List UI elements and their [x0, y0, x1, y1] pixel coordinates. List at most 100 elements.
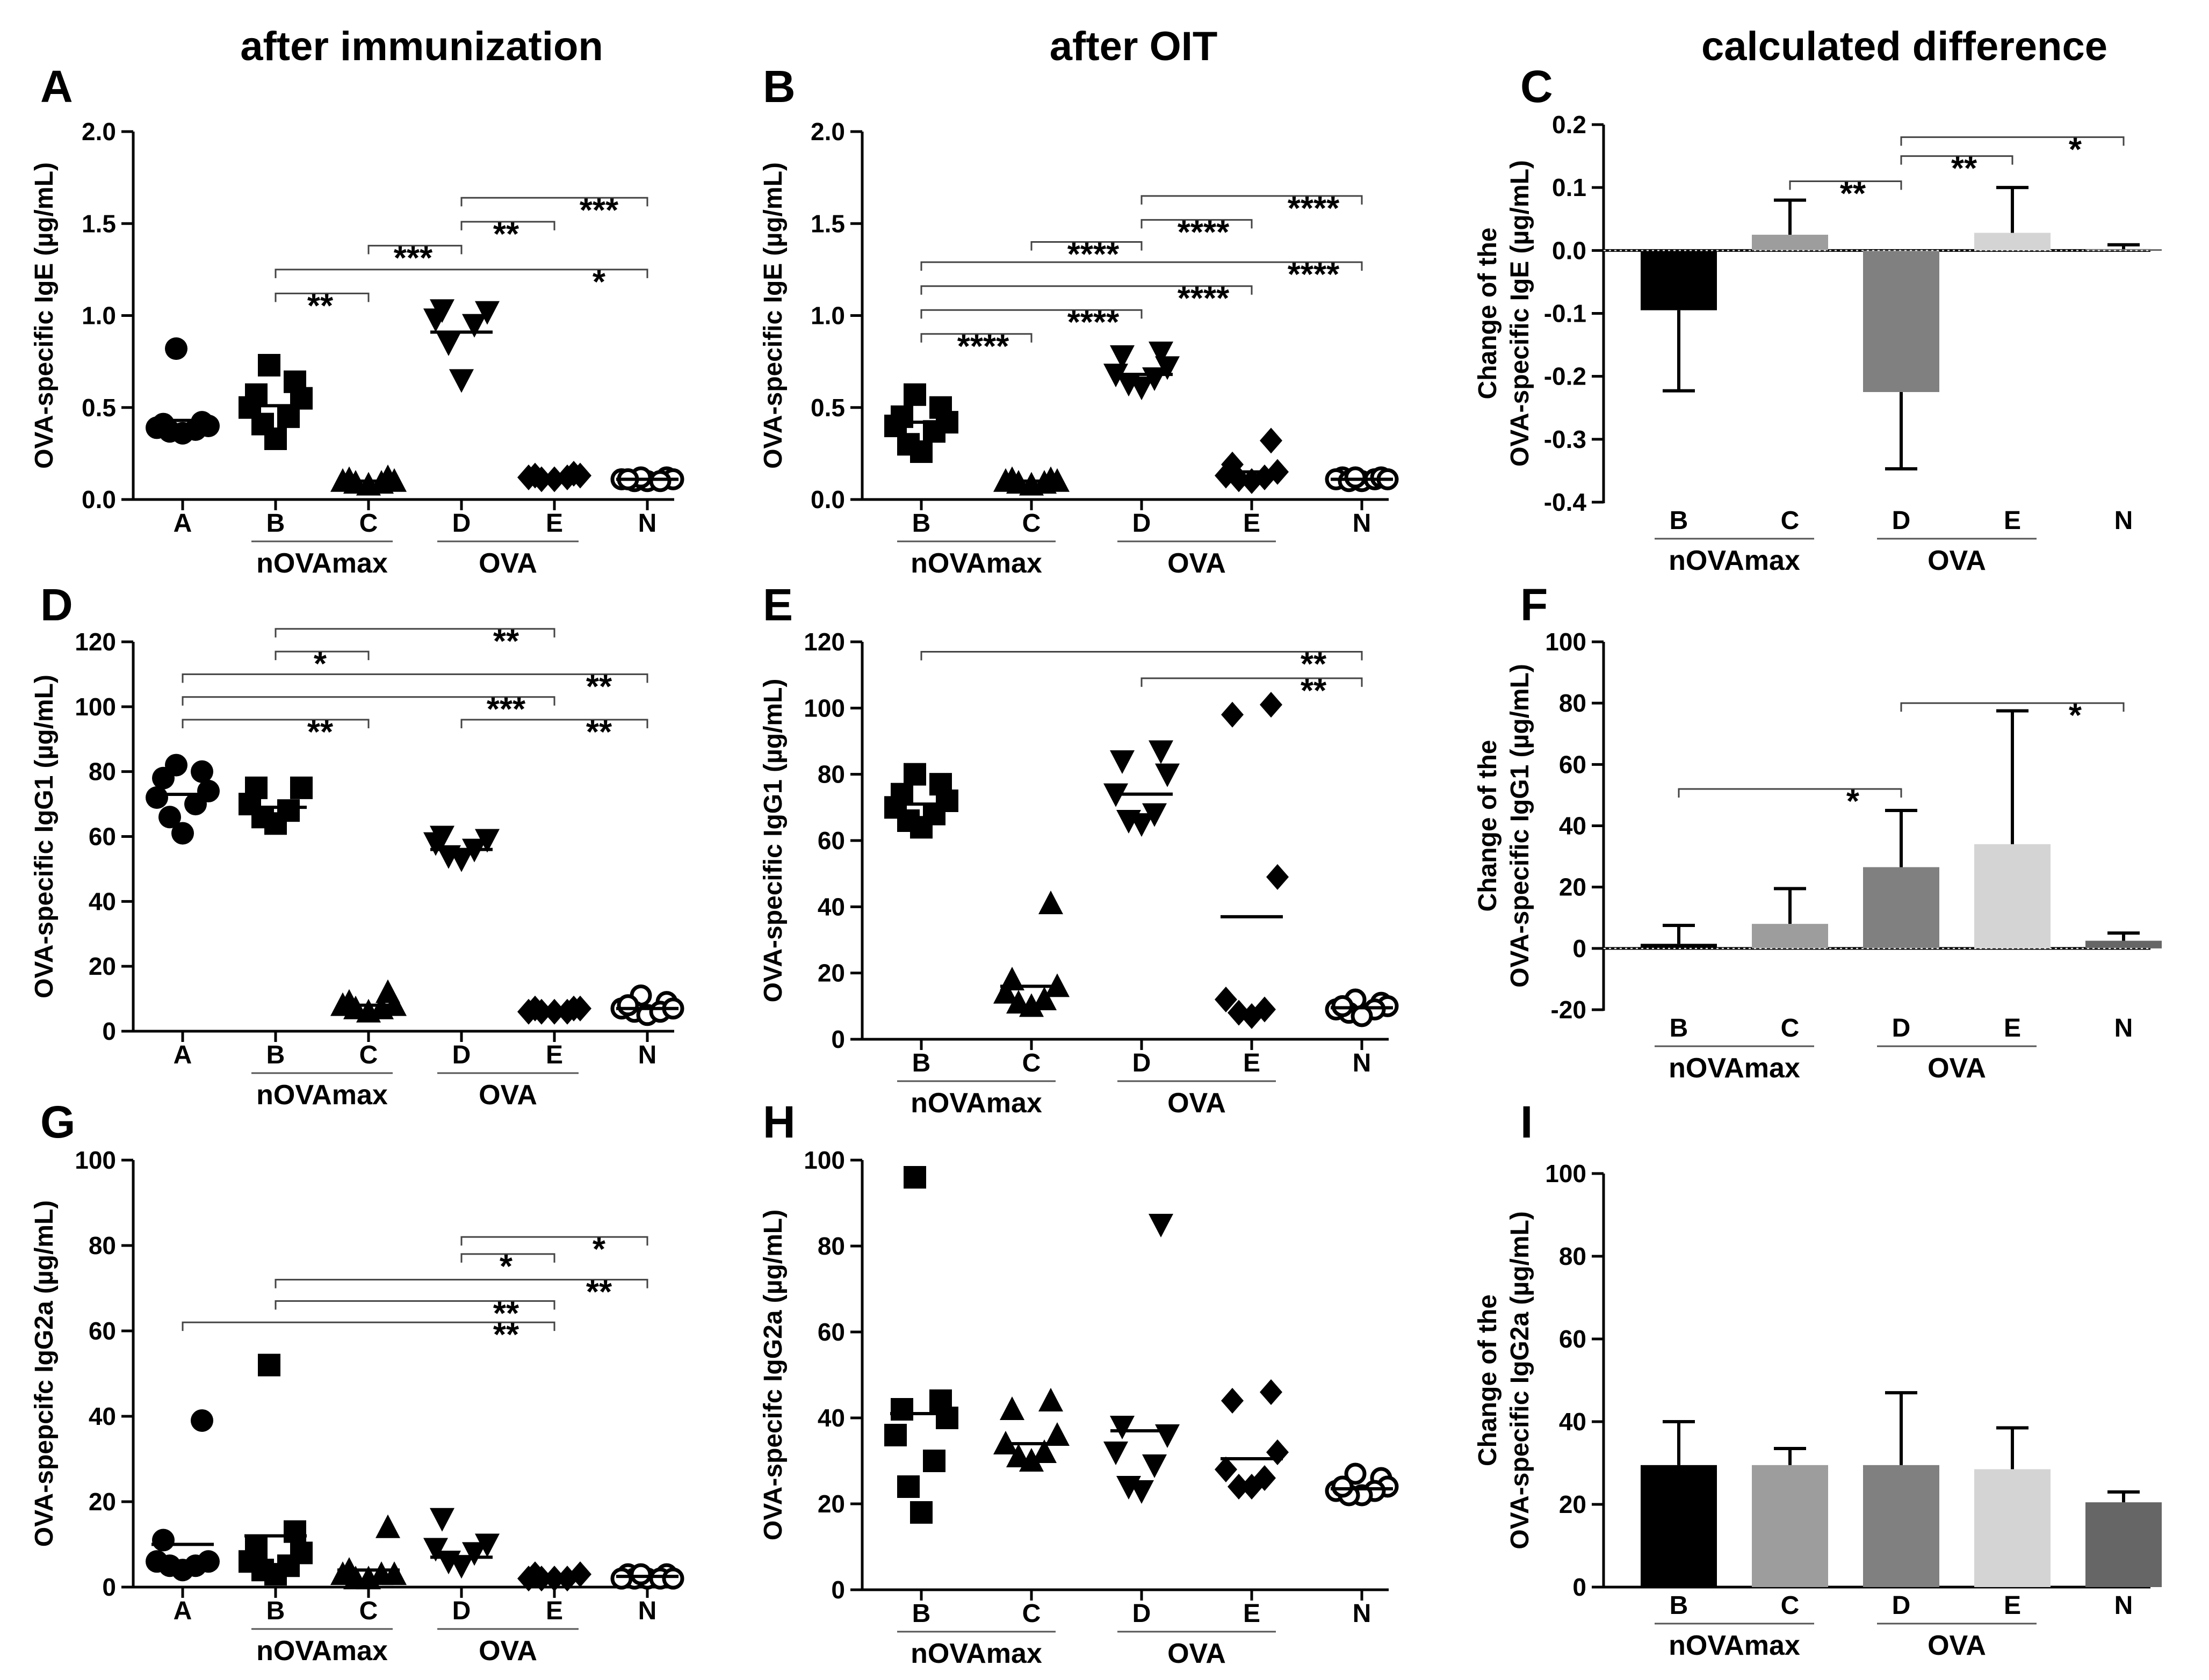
y-tick-label: 0.5	[811, 394, 845, 422]
significance-label: *	[2069, 697, 2082, 734]
x-category-label: D	[452, 1041, 471, 1069]
significance-label: *	[593, 1231, 606, 1268]
data-point	[475, 301, 500, 325]
panel-f: F -20 0 20 40 60 80 100 Change of the OVA-specifi…	[1474, 580, 2162, 1084]
data-point	[562, 461, 585, 487]
significance-label: *	[1846, 783, 1860, 820]
y-tick-label: 0.2	[1552, 111, 1586, 139]
panel-e: E 0 20 40 60 80 100 120 OVA-specific IgG1 (µg/mL…	[759, 580, 1399, 1119]
data-point	[423, 1538, 448, 1562]
y-tick-label: 40	[89, 887, 116, 915]
data-point	[423, 308, 448, 332]
y-tick-label: 100	[1545, 628, 1586, 656]
data-point	[897, 1475, 920, 1498]
x-category-label: N	[2114, 1014, 2133, 1042]
x-category-label: E	[546, 509, 563, 538]
data-point	[1129, 1480, 1154, 1504]
panel-h: H 0 20 40 60 80 100 OVA-specifc IgG2a (µg/mL) B C…	[759, 1097, 1399, 1669]
y-tick-label: -0.2	[1544, 363, 1586, 390]
significance-bracket	[460, 1236, 648, 1246]
y-tick-label: 80	[89, 1232, 116, 1259]
y-tick-label: 20	[89, 1488, 116, 1516]
data-point	[330, 1561, 355, 1585]
data-point	[1129, 376, 1154, 401]
bar	[1752, 1465, 1828, 1587]
significance-bracket	[275, 1300, 555, 1310]
significance-bracket	[1140, 677, 1363, 687]
data-point	[891, 1398, 913, 1421]
column-title-after-oit: after OIT	[1050, 24, 1218, 69]
panel-letter: F	[1520, 580, 1548, 630]
column-title-calculated-difference: calculated difference	[1701, 24, 2107, 69]
data-point	[1240, 1474, 1263, 1500]
x-category-label: A	[174, 509, 192, 538]
data-point	[376, 1514, 400, 1538]
significance-label: ****	[1178, 280, 1230, 317]
y-tick-label: 0.0	[82, 486, 116, 513]
bar	[1863, 250, 1939, 392]
x-category-label: C	[1022, 1049, 1041, 1077]
y-axis-title-line1: Change of the	[1474, 740, 1502, 912]
data-point	[1038, 466, 1063, 490]
data-point	[264, 427, 287, 450]
data-point	[543, 466, 566, 493]
x-category-label: N	[1353, 1049, 1371, 1077]
bar	[1752, 235, 1828, 251]
data-point	[630, 1563, 652, 1585]
data-point	[910, 440, 933, 463]
x-category-label: B	[912, 1599, 931, 1628]
panel-a: A 0.0 0.5 1.0 1.5 2.0 OVA-specific IgE (µg/mL)…	[30, 61, 684, 579]
x-category-label: D	[1892, 1591, 1911, 1620]
significance-label: **	[1301, 646, 1327, 683]
panels: A 0.0 0.5 1.0 1.5 2.0 OVA-specific IgE (µg/mL)…	[30, 61, 2162, 1669]
x-category-label: C	[359, 1597, 378, 1625]
bar	[1863, 867, 1939, 948]
x-category-label: D	[1892, 1014, 1911, 1042]
significance-bracket	[182, 1321, 555, 1331]
y-tick-label: -0.1	[1544, 300, 1586, 328]
x-category-label: B	[266, 509, 285, 538]
group-label: OVA	[1167, 1638, 1226, 1669]
y-tick-label: 60	[818, 827, 845, 855]
significance-label: *	[2069, 131, 2082, 168]
data-point	[1351, 1005, 1373, 1027]
bar	[1974, 1469, 2051, 1587]
significance-bracket	[1900, 155, 2013, 165]
data-point	[158, 806, 181, 829]
significance-label: **	[493, 1295, 519, 1332]
data-point	[923, 420, 945, 443]
data-point	[1155, 763, 1180, 787]
data-point	[1266, 864, 1289, 890]
significance-label: ****	[1288, 256, 1340, 293]
y-axis-title: OVA-specific IgE (µg/mL)	[759, 162, 788, 469]
y-tick-label: 100	[75, 1146, 116, 1174]
significance-bracket	[460, 221, 555, 230]
data-point	[1221, 701, 1244, 728]
data-point	[1331, 995, 1354, 1017]
data-point	[524, 462, 546, 489]
data-point	[423, 832, 448, 856]
data-point	[1019, 1448, 1044, 1472]
y-tick-label: 80	[1559, 1242, 1586, 1270]
significance-bracket	[275, 269, 648, 278]
y-axis-title-line2: OVA-specific IgG2a (µg/mL)	[1506, 1211, 1534, 1549]
data-point	[146, 786, 168, 809]
data-point	[1149, 1214, 1173, 1237]
data-point	[1045, 1422, 1070, 1446]
significance-label: **	[493, 623, 519, 660]
group-label: nOVAmax	[256, 548, 388, 579]
x-category-label: E	[2004, 1591, 2021, 1620]
data-point	[617, 994, 639, 1017]
data-point	[1149, 342, 1173, 365]
significance-label: ***	[580, 192, 619, 229]
significance-label: ****	[1067, 304, 1120, 341]
y-tick-label: 80	[818, 761, 845, 788]
x-category-label: C	[1781, 1014, 1800, 1042]
data-point	[436, 332, 461, 356]
y-tick-label: 80	[818, 1232, 845, 1260]
y-tick-label: 0	[102, 1573, 116, 1601]
significance-bracket	[920, 333, 1033, 343]
data-point	[910, 1501, 933, 1524]
x-category-label: E	[2004, 506, 2021, 535]
group-label: OVA	[479, 1080, 537, 1111]
